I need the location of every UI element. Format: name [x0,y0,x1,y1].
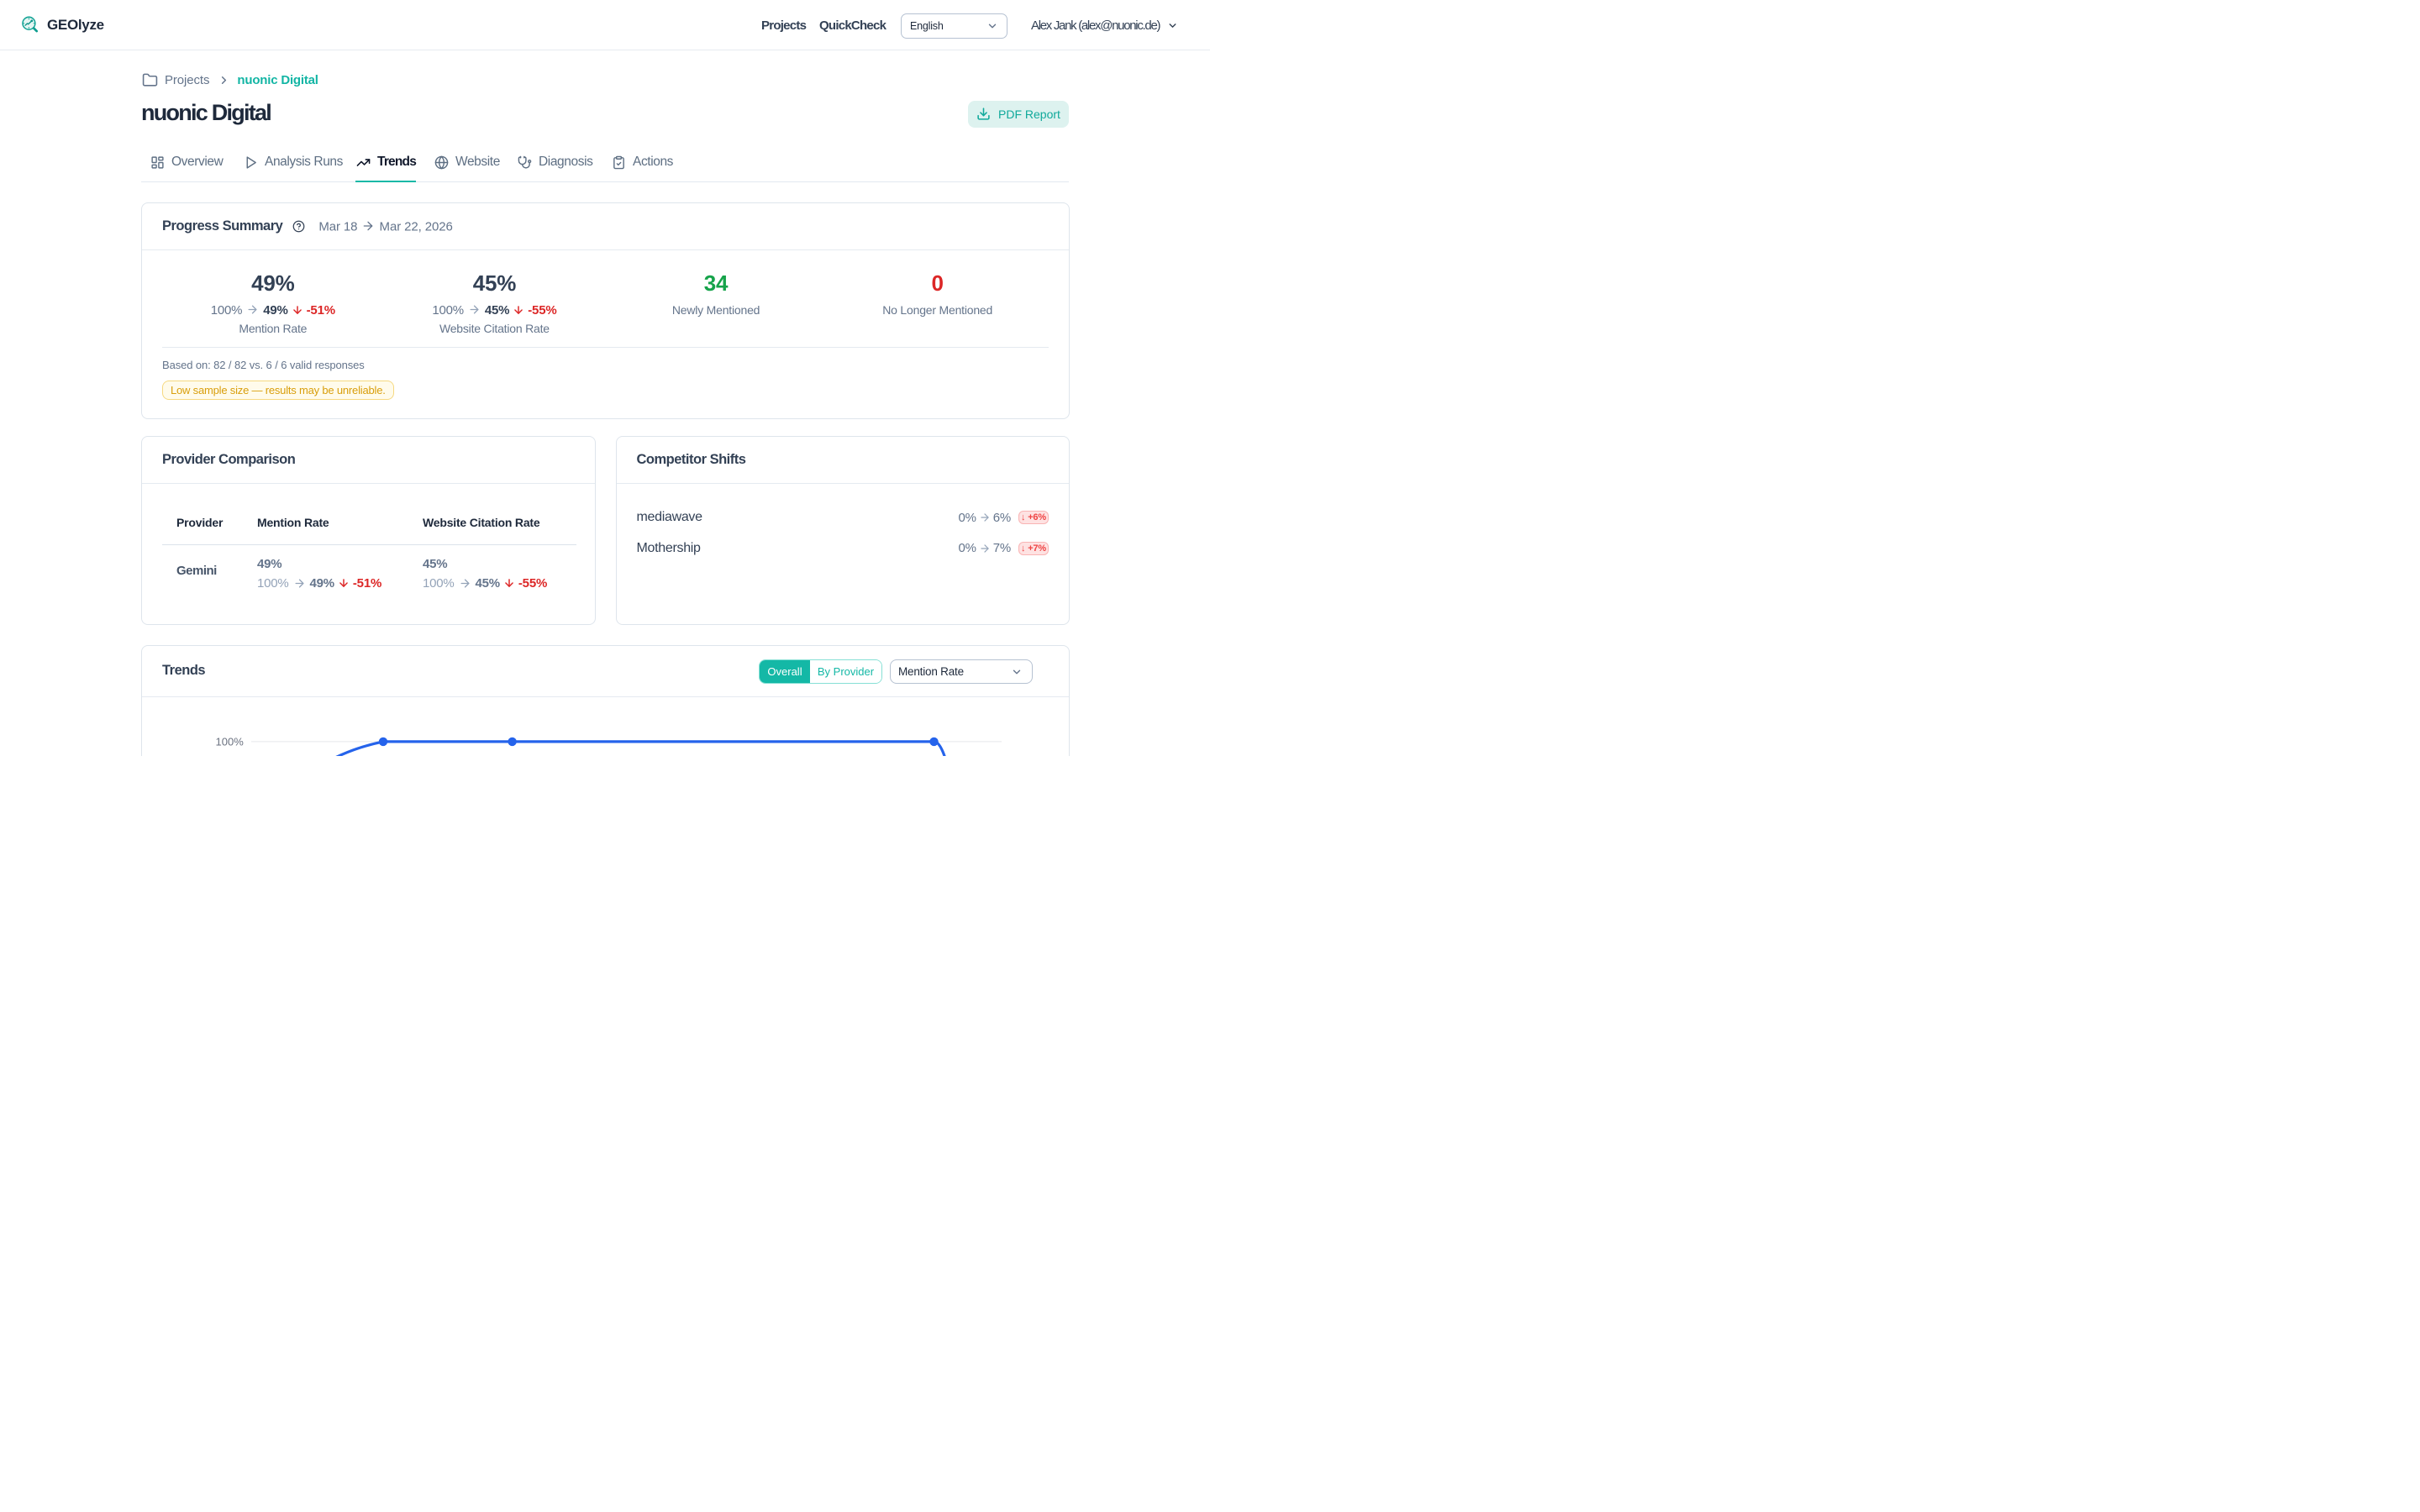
svg-text:100%: 100% [216,735,245,748]
